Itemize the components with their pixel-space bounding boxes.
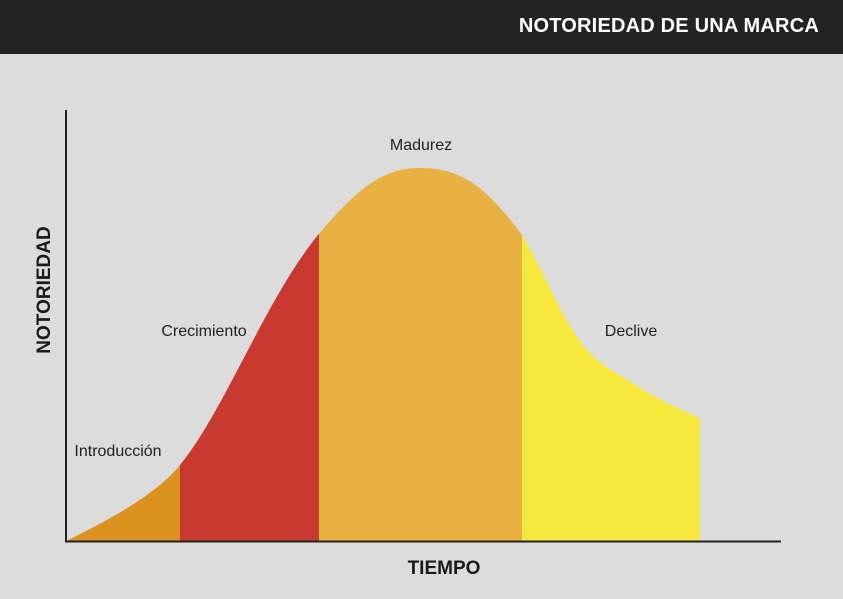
stage-label-madurez: Madurez bbox=[390, 137, 452, 154]
chart-title: NOTORIEDAD DE UNA MARCA bbox=[518, 15, 819, 37]
stage-label-crecimiento: Crecimiento bbox=[161, 323, 246, 340]
stage-label-introduccion: Introducción bbox=[74, 443, 161, 460]
stage-area-madurez bbox=[319, 168, 522, 541]
y-axis-label: NOTORIEDAD bbox=[34, 226, 55, 353]
x-axis-label: TIEMPO bbox=[408, 558, 481, 579]
stage-label-declive: Declive bbox=[605, 323, 658, 340]
title-bar: NOTORIEDAD DE UNA MARCA bbox=[0, 0, 843, 54]
